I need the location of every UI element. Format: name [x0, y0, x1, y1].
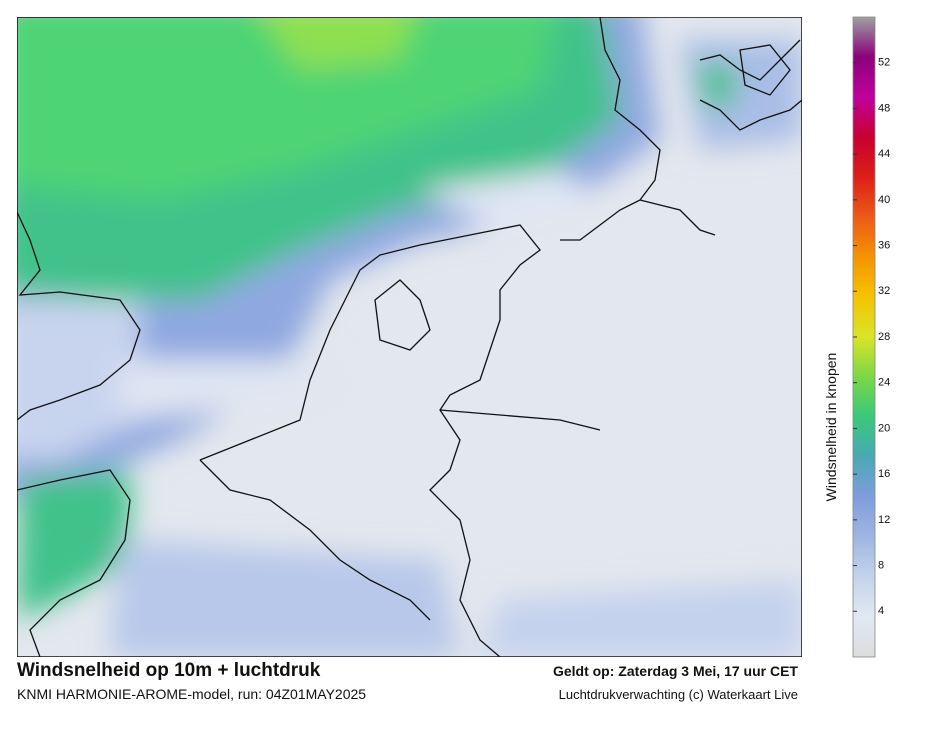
colorbar-tick-label: 48 [878, 102, 890, 114]
colorbar-tick-label: 40 [878, 194, 890, 206]
colorbar-tick-label: 24 [878, 377, 890, 389]
colorbar-tick-label: 4 [878, 605, 884, 617]
colorbar-tick-label: 52 [878, 57, 890, 69]
colorbar-tick-label: 28 [878, 331, 890, 343]
colorbar-tick-label: 8 [878, 559, 884, 571]
colorbar-tick-label: 12 [878, 514, 890, 526]
colorbar-label: Windsnelheid in knopen [823, 353, 839, 502]
colorbar-tick-label: 20 [878, 422, 890, 434]
wind-map [17, 17, 802, 657]
coastlines [17, 17, 802, 657]
title: Windsnelheid op 10m + luchtdruk [17, 660, 321, 681]
colorbar-tick-label: 44 [878, 148, 890, 160]
colorbar-tick-label: 32 [878, 285, 890, 297]
credit: Luchtdrukverwachting (c) Waterkaart Live [559, 687, 798, 702]
colorbar-tick-label: 36 [878, 239, 890, 251]
colorbar-tick-label: 16 [878, 468, 890, 480]
subtitle: KNMI HARMONIE-AROME-model, run: 04Z01MAY… [17, 686, 366, 702]
valid-time: Geldt op: Zaterdag 3 Mei, 17 uur CET [553, 663, 798, 679]
